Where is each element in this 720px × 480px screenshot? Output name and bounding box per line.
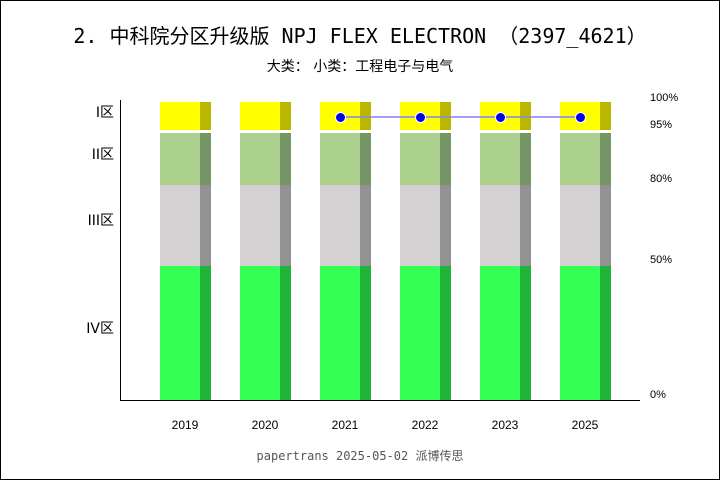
bar-side <box>440 185 451 266</box>
bar-face <box>240 102 280 130</box>
percent-tick-label: 100% <box>650 92 679 104</box>
trend-line <box>340 116 580 118</box>
footer-credit: papertrans 2025-05-02 派博传思 <box>256 449 464 463</box>
x-tick-label: 2022 <box>411 418 439 432</box>
x-tick-label: 2021 <box>331 418 359 432</box>
bar-face <box>160 102 200 130</box>
bar-face <box>240 185 280 266</box>
bar-side <box>280 133 291 185</box>
chart-title: 2. 中科院分区升级版 NPJ FLEX ELECTRON （2397_4621… <box>73 24 647 48</box>
bar-segment-zone3 <box>560 185 611 266</box>
bar-side <box>360 185 371 266</box>
bar-segment-zone4 <box>400 266 451 400</box>
zone-label: IV区 <box>86 321 114 337</box>
data-point-marker <box>574 111 586 123</box>
x-tick-label: 2019 <box>171 418 199 432</box>
bar-segment-zone2 <box>160 133 211 185</box>
bar-segment-zone3 <box>480 185 531 266</box>
bar-side <box>600 185 611 266</box>
zone-label: I区 <box>95 105 114 121</box>
bar-face <box>560 266 600 400</box>
bar-segment-zone3 <box>240 185 291 266</box>
bar-face <box>400 133 440 185</box>
bar-segment-zone4 <box>240 266 291 400</box>
bar-segment-zone2 <box>480 133 531 185</box>
bar-side <box>600 102 611 130</box>
bar-side <box>200 133 211 185</box>
bar-face <box>320 185 360 266</box>
bar-side <box>280 185 291 266</box>
bar-segment-zone3 <box>160 185 211 266</box>
bar-face <box>160 266 200 400</box>
data-point-marker <box>494 111 506 123</box>
bar-segment-zone4 <box>560 266 611 400</box>
bar-segment-zone4 <box>320 266 371 400</box>
bar-face <box>400 185 440 266</box>
bar-face <box>560 185 600 266</box>
bar-face <box>240 266 280 400</box>
x-axis-line <box>120 400 640 401</box>
percent-tick-label: 80% <box>650 173 673 185</box>
bar-face <box>480 266 520 400</box>
bar-side <box>200 185 211 266</box>
data-point-marker <box>414 111 426 123</box>
bar-face <box>320 266 360 400</box>
bar-segment-zone4 <box>160 266 211 400</box>
bar-side <box>440 133 451 185</box>
bar-face <box>400 266 440 400</box>
bar-side <box>520 133 531 185</box>
bar-segment-zone1 <box>160 102 211 130</box>
bar-face <box>240 133 280 185</box>
bar-side <box>200 102 211 130</box>
bar-segment-zone2 <box>320 133 371 185</box>
data-point-marker <box>334 111 346 123</box>
bar-side <box>200 266 211 400</box>
zone-label: III区 <box>87 213 114 229</box>
bar-face <box>320 133 360 185</box>
bar-face <box>160 133 200 185</box>
bar-side <box>280 102 291 130</box>
zone-label: II区 <box>91 147 114 163</box>
y-axis-line <box>120 100 121 401</box>
bar-segment-zone3 <box>400 185 451 266</box>
bar-segment-zone2 <box>240 133 291 185</box>
bar-side <box>440 266 451 400</box>
bar-segment-zone1 <box>240 102 291 130</box>
x-tick-label: 2023 <box>491 418 519 432</box>
x-tick-label: 2020 <box>251 418 279 432</box>
bar-side <box>360 133 371 185</box>
bar-side <box>360 266 371 400</box>
bar-face <box>160 185 200 266</box>
percent-tick-label: 0% <box>650 389 666 401</box>
bar-side <box>600 266 611 400</box>
bar-side <box>520 185 531 266</box>
percent-tick-label: 50% <box>650 254 673 266</box>
bar-side <box>280 266 291 400</box>
bar-segment-zone3 <box>320 185 371 266</box>
x-tick-label: 2025 <box>571 418 599 432</box>
percent-tick-label: 95% <box>650 119 673 131</box>
bar-face <box>560 133 600 185</box>
bar-segment-zone4 <box>480 266 531 400</box>
bar-side <box>520 266 531 400</box>
bar-side <box>600 133 611 185</box>
bar-segment-zone2 <box>560 133 611 185</box>
bar-segment-zone2 <box>400 133 451 185</box>
chart-subtitle: 大类： 小类：工程电子与电气 <box>266 59 454 75</box>
bar-face <box>480 185 520 266</box>
bar-face <box>480 133 520 185</box>
